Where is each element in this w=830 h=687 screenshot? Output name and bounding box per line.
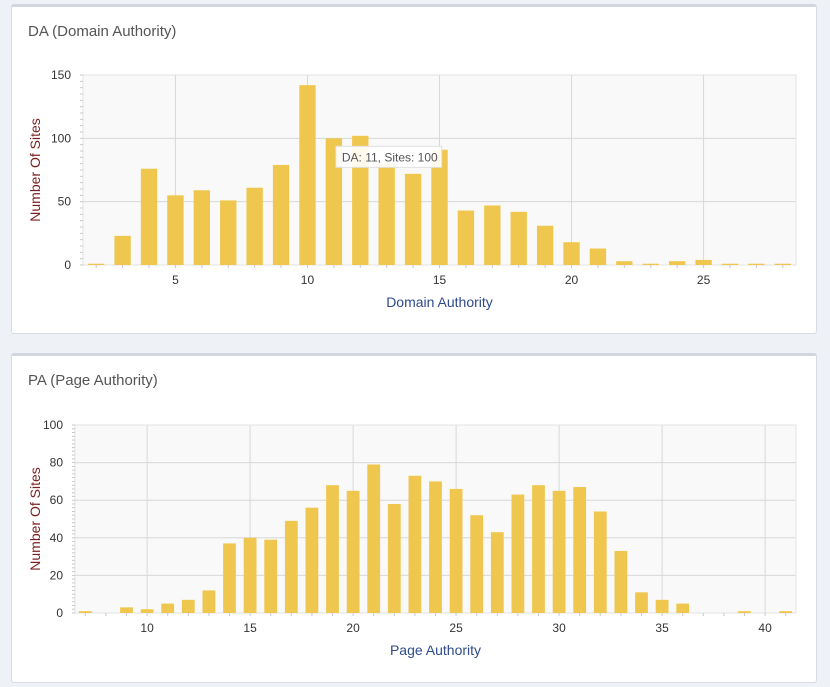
- da-bar: [299, 85, 316, 265]
- pa-y-tick-label: 80: [50, 456, 64, 470]
- pa-bar: [140, 609, 154, 613]
- da-bar: [220, 200, 237, 265]
- da-bar: [272, 164, 290, 265]
- da-bar: [510, 211, 527, 265]
- da-x-tick-label: 10: [301, 273, 315, 287]
- pa-bar: [552, 490, 566, 613]
- pa-bar: [532, 485, 545, 613]
- pa-bar: [738, 611, 751, 613]
- pa-x-tick-label: 20: [346, 621, 360, 635]
- pa-x-axis-title: Page Authority: [390, 642, 481, 658]
- pa-bar: [635, 592, 648, 613]
- da-bar: [642, 263, 659, 265]
- da-chart: 0 50 100 150 5 10 15 20 25 Domain Authority Number…: [27, 68, 797, 310]
- da-bar: [563, 242, 580, 265]
- pa-bar: [449, 488, 463, 613]
- da-x-tick-label: 5: [172, 273, 179, 287]
- da-bar: [378, 163, 395, 265]
- da-bar: [484, 205, 501, 265]
- da-y-tick-label: 100: [51, 131, 71, 145]
- da-bar: [114, 235, 131, 265]
- pa-x-tick-label: 35: [655, 621, 669, 635]
- pa-bar: [120, 607, 133, 613]
- da-bar: [325, 138, 343, 265]
- pa-panel-title: PA (Page Authority): [28, 372, 158, 389]
- da-bar: [589, 248, 607, 265]
- da-tooltip: DA: 11, Sites: 100: [335, 145, 443, 168]
- pa-panel: PA (Page Authority) 0 20 40 60 80 100 10 15 20 25…: [11, 353, 817, 683]
- da-bar: [695, 259, 712, 265]
- da-bar: [404, 173, 422, 265]
- pa-x-tick-label: 40: [758, 621, 772, 635]
- da-tooltip-box: [335, 145, 443, 168]
- pa-y-tick-label: 100: [43, 418, 63, 432]
- pa-y-tick-label: 40: [50, 531, 64, 545]
- da-bar: [352, 135, 369, 265]
- pa-bar: [614, 550, 628, 613]
- da-bar: [668, 261, 686, 265]
- pa-bar: [470, 515, 484, 613]
- pa-y-tick-label: 60: [50, 493, 64, 507]
- pa-y-axis-title: Number Of Sites: [27, 467, 43, 570]
- pa-bar: [78, 611, 92, 613]
- da-bar: [536, 225, 554, 265]
- pa-bar: [326, 485, 339, 613]
- pa-bar: [593, 511, 607, 613]
- pa-x-tick-label: 15: [243, 621, 257, 635]
- pa-bar: [429, 481, 442, 613]
- pa-bar: [223, 543, 236, 613]
- pa-bar: [779, 611, 793, 613]
- pa-chart: 0 20 40 60 80 100 10 15 20 25 30 35 40 Page Authority…: [27, 418, 797, 658]
- pa-bar: [243, 537, 257, 613]
- da-x-axis-title: Domain Authority: [386, 294, 493, 310]
- da-bar: [88, 263, 105, 265]
- pa-bar: [264, 539, 278, 613]
- da-x-tick-label: 25: [697, 273, 711, 287]
- pa-bar: [490, 532, 504, 613]
- da-panel: DA (Domain Authority) 0 50 100 150 5 10 15 20 25…: [11, 4, 817, 334]
- pa-bar: [676, 603, 690, 613]
- pa-x-tick-label: 25: [449, 621, 463, 635]
- da-bar: [246, 187, 263, 265]
- pa-x-tick-label: 30: [552, 621, 566, 635]
- da-panel-title: DA (Domain Authority): [28, 23, 177, 40]
- da-x-tick-label: 15: [433, 273, 447, 287]
- da-x-tick-label: 20: [565, 273, 579, 287]
- pa-bar: [655, 599, 669, 613]
- pa-bar: [305, 507, 319, 613]
- pa-bar: [202, 590, 216, 613]
- pa-bar: [573, 487, 587, 613]
- pa-bar: [161, 603, 175, 613]
- pa-y-tick-label: 20: [50, 568, 64, 582]
- da-bar: [193, 190, 211, 265]
- da-y-tick-label: 50: [58, 195, 72, 209]
- da-y-axis-title: Number Of Sites: [27, 118, 43, 221]
- da-bar: [431, 149, 448, 265]
- da-bar: [167, 195, 184, 265]
- pa-bar: [284, 520, 298, 613]
- da-bar: [140, 168, 158, 265]
- da-bar: [748, 263, 765, 265]
- da-y-tick-label: 150: [51, 68, 71, 82]
- pa-bar: [367, 464, 381, 613]
- pa-bar: [408, 475, 422, 613]
- da-bar: [457, 210, 475, 265]
- pa-bar: [181, 599, 195, 613]
- da-tooltip-text: DA: 11, Sites: 100: [342, 150, 438, 164]
- da-bar: [616, 261, 633, 265]
- da-bar: [774, 263, 791, 265]
- pa-x-tick-label: 10: [140, 621, 154, 635]
- pa-bar: [511, 494, 525, 613]
- pa-bar: [387, 503, 401, 613]
- pa-bar: [346, 490, 360, 613]
- pa-y-tick-label: 0: [56, 606, 63, 620]
- da-y-tick-label: 0: [64, 258, 71, 272]
- da-bar: [721, 263, 739, 265]
